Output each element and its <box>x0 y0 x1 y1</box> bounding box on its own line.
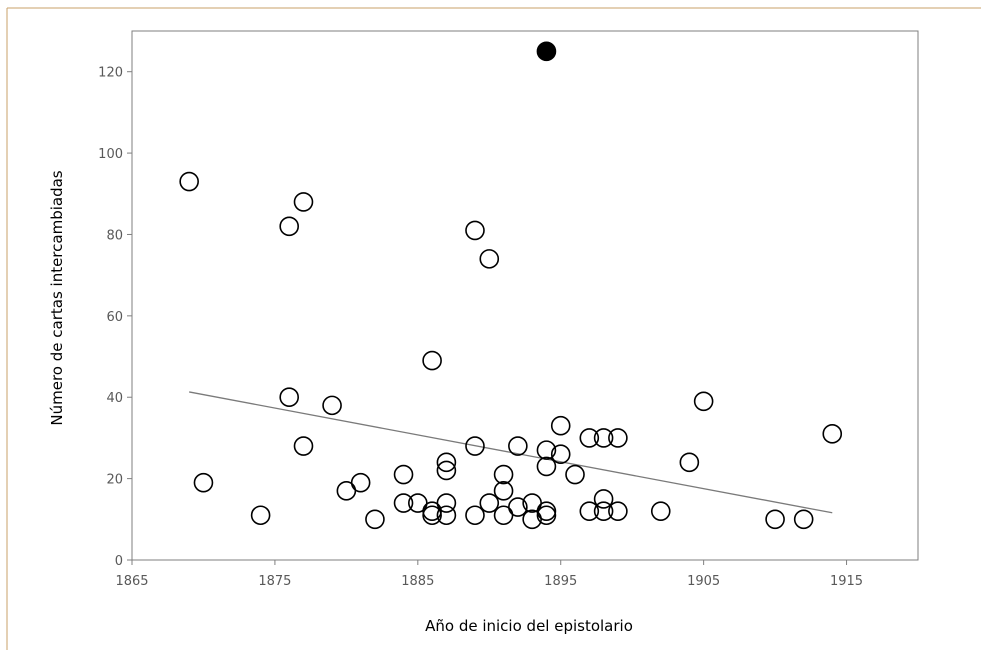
data-point <box>536 456 557 477</box>
data-point <box>508 497 528 517</box>
y-tick-label: 60 <box>106 310 123 325</box>
data-point <box>322 395 342 416</box>
data-point <box>536 501 557 521</box>
data-point <box>479 493 500 513</box>
data-point <box>365 509 385 530</box>
y-tick-label: 100 <box>98 147 123 162</box>
data-point <box>393 493 414 513</box>
data-point <box>465 505 485 526</box>
x-tick-label: 1905 <box>687 574 720 589</box>
y-tick-label: 0 <box>115 554 123 569</box>
data-points <box>179 41 843 530</box>
data-point <box>536 440 557 460</box>
y-axis-ticks: 0 20 40 60 80 100 120 <box>98 66 132 569</box>
data-point <box>479 249 500 269</box>
data-point <box>565 464 585 485</box>
data-point <box>279 216 300 237</box>
data-point <box>422 505 442 526</box>
x-tick-label: 1895 <box>544 574 577 589</box>
data-point <box>679 452 700 473</box>
data-point <box>693 391 714 412</box>
plot-area <box>131 30 919 561</box>
data-point <box>279 387 300 408</box>
data-point <box>579 501 600 521</box>
y-tick-label: 40 <box>106 391 123 406</box>
data-point <box>436 460 457 481</box>
y-tick-label: 80 <box>106 228 123 243</box>
data-point <box>822 424 843 444</box>
highlighted-data-point <box>536 41 557 62</box>
y-tick-label: 20 <box>106 473 123 488</box>
data-point <box>593 501 614 521</box>
data-point <box>650 501 671 521</box>
data-point <box>765 509 785 530</box>
data-point <box>493 464 514 485</box>
data-point <box>436 452 457 473</box>
data-point <box>436 493 457 513</box>
data-point <box>536 505 557 526</box>
data-point <box>608 428 628 448</box>
data-point <box>293 436 314 456</box>
data-point <box>436 505 457 526</box>
data-point <box>608 501 628 521</box>
x-tick-label: 1885 <box>401 574 434 589</box>
data-point <box>293 192 314 212</box>
data-point <box>593 428 614 448</box>
x-axis-title: Año de inicio del epistolario <box>425 617 633 635</box>
data-point <box>250 505 271 526</box>
data-point <box>350 472 371 493</box>
data-point <box>193 472 214 493</box>
data-point <box>465 220 485 241</box>
x-tick-label: 1915 <box>830 574 863 589</box>
data-point <box>508 436 528 456</box>
data-point <box>179 171 199 192</box>
data-point <box>493 481 514 501</box>
y-axis-title: Número de cartas intercambiadas <box>48 170 66 425</box>
x-tick-label: 1865 <box>115 574 148 589</box>
data-point <box>550 444 571 465</box>
data-point <box>422 350 442 371</box>
data-point <box>593 489 614 509</box>
y-tick-label: 120 <box>98 66 123 81</box>
x-axis-ticks: 1865 1875 1885 1895 1905 1915 <box>115 560 863 589</box>
data-point <box>579 428 600 448</box>
data-point <box>550 415 571 436</box>
data-point <box>793 509 814 530</box>
x-tick-label: 1875 <box>258 574 291 589</box>
data-point <box>393 464 414 485</box>
data-point <box>465 436 485 456</box>
